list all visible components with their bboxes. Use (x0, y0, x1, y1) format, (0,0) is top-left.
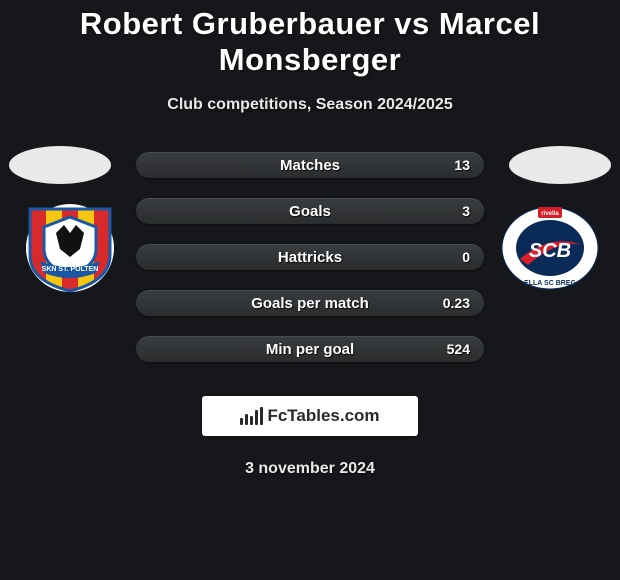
club-badge-right: SCB ELLA SC BREG rivella (500, 203, 600, 293)
stat-label: Matches (136, 152, 484, 178)
brand-box[interactable]: FcTables.com (202, 396, 418, 436)
stat-row-goals: Goals 3 (136, 198, 484, 224)
stat-value-right: 0 (462, 244, 470, 270)
brand-text: FcTables.com (267, 406, 379, 426)
competition-subtitle: Club competitions, Season 2024/2025 (0, 96, 620, 114)
stat-value-right: 524 (447, 336, 470, 362)
stat-row-hattricks: Hattricks 0 (136, 244, 484, 270)
page-title: Robert Gruberbauer vs Marcel Monsberger (0, 0, 620, 78)
stat-value-right: 13 (454, 152, 470, 178)
svg-text:rivella: rivella (541, 211, 559, 217)
stat-row-min-per-goal: Min per goal 524 (136, 336, 484, 362)
stat-rows: Matches 13 Goals 3 Hattricks 0 Goals per… (136, 152, 484, 382)
date-line: 3 november 2024 (0, 460, 620, 478)
svg-text:ELLA SC BREG: ELLA SC BREG (524, 280, 576, 287)
stat-row-goals-per-match: Goals per match 0.23 (136, 290, 484, 316)
stat-label: Hattricks (136, 244, 484, 270)
svg-text:SKN ST. POLTEN: SKN ST. POLTEN (42, 266, 99, 273)
stat-row-matches: Matches 13 (136, 152, 484, 178)
stat-label: Min per goal (136, 336, 484, 362)
player-photo-right-placeholder (509, 146, 611, 184)
stat-value-right: 3 (462, 198, 470, 224)
comparison-area: SKN ST. POLTEN SCB ELLA SC BREG rivella … (0, 146, 620, 366)
stat-label: Goals per match (136, 290, 484, 316)
bar-chart-icon (240, 407, 263, 425)
stat-label: Goals (136, 198, 484, 224)
player-photo-left-placeholder (9, 146, 111, 184)
stat-value-right: 0.23 (443, 290, 470, 316)
svg-text:SCB: SCB (529, 240, 571, 262)
club-badge-left: SKN ST. POLTEN (20, 203, 120, 293)
